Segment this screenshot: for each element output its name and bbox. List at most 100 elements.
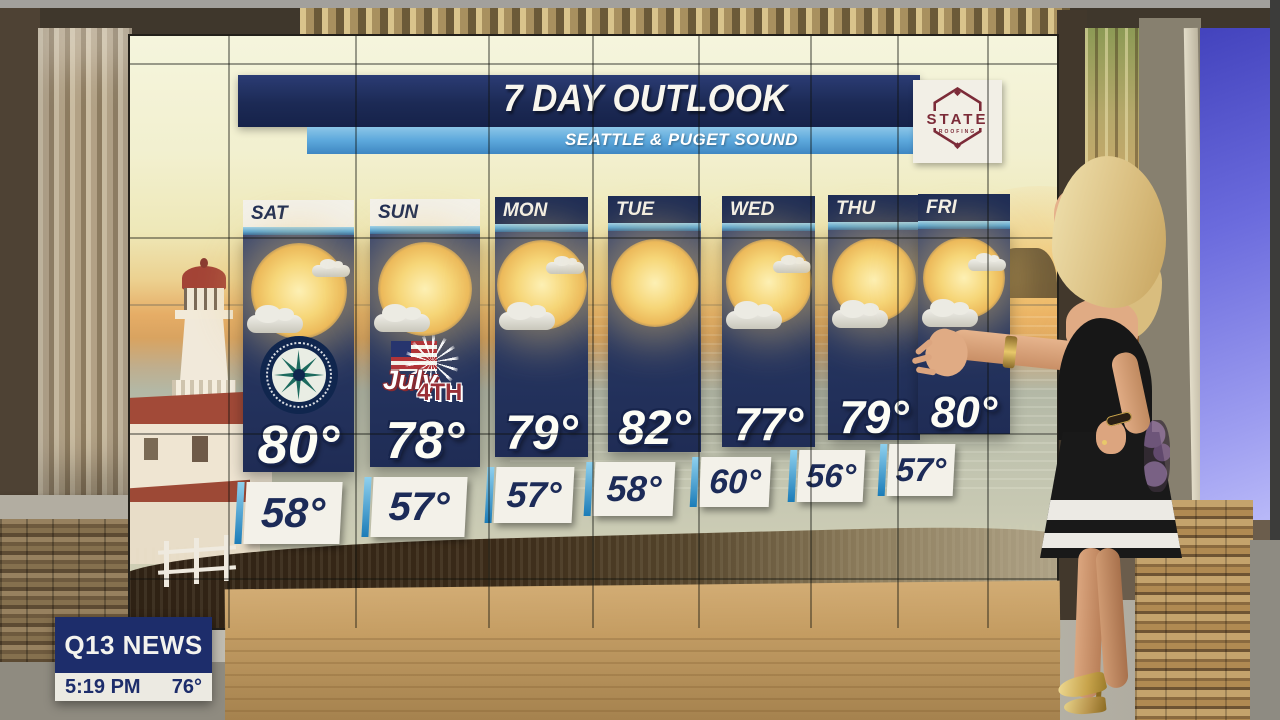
cloud-icon xyxy=(773,255,811,273)
forecast-day-friday: FRI 80° 57° xyxy=(877,194,1010,496)
low-temp-box: 57° xyxy=(484,467,575,523)
low-temp-box: 58° xyxy=(234,482,343,544)
house-window xyxy=(144,438,158,460)
cloud-icon xyxy=(499,302,555,330)
high-temp: 78° xyxy=(385,412,465,470)
cloud-icon xyxy=(726,301,782,329)
cloud-icon xyxy=(546,256,584,274)
lighthouse-lantern xyxy=(184,288,224,312)
monitor-seam xyxy=(698,36,700,628)
forest-photo-panel xyxy=(1085,28,1139,510)
sponsor-name: STATE xyxy=(913,111,1002,128)
station-bug: Q13 NEWS 5:19 PM 76° xyxy=(55,617,212,701)
lighthouse-gallery xyxy=(175,310,233,319)
low-temp-box: 57° xyxy=(361,477,468,537)
lighthouse-cornice xyxy=(172,380,236,396)
seattle-mariners-logo xyxy=(259,336,338,414)
monitor-seam xyxy=(228,36,230,628)
monitor-seam xyxy=(130,63,1057,65)
title-banner xyxy=(238,75,920,127)
monitor-seam xyxy=(897,36,899,628)
low-temp-box: 58° xyxy=(583,462,676,516)
monitor-seam xyxy=(488,36,490,628)
blue-light-panel xyxy=(1200,28,1272,520)
accent-stripe xyxy=(918,221,1010,229)
fence-post xyxy=(224,535,229,581)
fireworks-icon xyxy=(405,335,459,389)
day-label: THU xyxy=(828,195,920,222)
forecast-panel: 77° xyxy=(722,231,815,450)
house-window xyxy=(192,436,208,462)
low-temp: 57° xyxy=(505,474,563,515)
forecast-panel: 82° xyxy=(608,231,701,455)
forecast-day-monday: MON 79° 57° xyxy=(484,197,588,523)
july-4th-graphic: July 4TH xyxy=(383,335,465,409)
ceiling-strip xyxy=(0,0,1280,10)
lighthouse-finial xyxy=(200,258,208,268)
horizon xyxy=(130,304,1057,306)
right-floor-wall xyxy=(1250,540,1280,720)
low-temp: 60° xyxy=(708,462,762,501)
lighthouse-tower xyxy=(180,319,228,381)
forecast-panel: 80° xyxy=(243,235,354,475)
fence-post xyxy=(164,541,169,587)
low-temp: 58° xyxy=(605,468,663,509)
low-temp-box: 56° xyxy=(787,450,866,502)
low-temp: 58° xyxy=(260,489,327,536)
forecast-panel: 79° xyxy=(828,230,920,443)
forecast-day-thursday: THU 79° 56° xyxy=(787,195,920,502)
accent-stripe xyxy=(722,223,815,231)
monitor-seam xyxy=(592,36,594,628)
low-temp: 57° xyxy=(895,451,947,488)
forecast-region: SEATTLE & PUGET SOUND xyxy=(565,130,799,149)
sun-icon xyxy=(610,239,699,327)
low-temp: 57° xyxy=(387,484,451,529)
high-temp: 79° xyxy=(839,391,909,443)
forecast-day-tuesday: TUE 82° 58° xyxy=(583,196,701,516)
cloud-icon xyxy=(922,299,978,327)
diamond-ornament: ◆ xyxy=(954,140,961,150)
forecast-day-saturday: SAT 80° 58° xyxy=(234,200,354,544)
left-wall xyxy=(0,8,40,508)
monitor-seam xyxy=(130,433,1057,435)
cloud-icon xyxy=(832,300,888,328)
lighthouse-roof xyxy=(182,266,226,290)
day-label: SAT xyxy=(243,200,354,227)
day-label: FRI xyxy=(918,194,1010,221)
high-temp: 80° xyxy=(257,415,340,475)
state-roofing-sponsor-logo: ◆ STATE ROOFING ◆ xyxy=(913,80,1002,163)
frame-edge xyxy=(1270,0,1280,720)
monitor-seam xyxy=(130,237,1057,239)
forecast-panel: 80° xyxy=(918,229,1010,437)
forecast-title: 7 DAY OUTLOOK xyxy=(503,78,788,120)
wood-slat-wall xyxy=(1135,500,1253,720)
forecast-day-wednesday: WED 77° 60° xyxy=(689,196,815,507)
day-label: WED xyxy=(722,196,815,223)
low-temp-box: 60° xyxy=(689,457,772,507)
subtitle-banner xyxy=(307,127,920,154)
high-temp: 82° xyxy=(618,402,691,455)
cloud-icon xyxy=(968,253,1006,271)
accent-stripe xyxy=(608,223,701,231)
forecast-panel: 79° xyxy=(495,232,588,460)
cloud-icon xyxy=(247,305,303,333)
forecast-day-sunday: SUN July 4TH 78° 57° xyxy=(361,199,480,537)
monitor-seam xyxy=(810,36,812,628)
diamond-ornament: ◆ xyxy=(954,87,961,97)
low-temp: 56° xyxy=(805,457,857,494)
high-temp: 77° xyxy=(733,398,804,450)
sponsor-subname: ROOFING xyxy=(938,129,977,135)
high-temp: 80° xyxy=(930,388,998,437)
accent-stripe xyxy=(828,222,920,230)
accent-stripe xyxy=(495,224,588,232)
weather-video-wall: 7 DAY OUTLOOK SEATTLE & PUGET SOUND ◆ ST… xyxy=(130,36,1057,628)
time-temp-bar: 5:19 PM 76° xyxy=(55,673,212,701)
current-temp: 76° xyxy=(171,675,202,698)
wood-riser-front xyxy=(225,638,1060,720)
forecast-panel: July 4TH 78° xyxy=(370,234,480,470)
high-temp: 79° xyxy=(505,407,578,460)
monitor-seam xyxy=(987,36,989,628)
wall-gap xyxy=(1057,10,1087,620)
accent-stripe xyxy=(243,227,354,235)
